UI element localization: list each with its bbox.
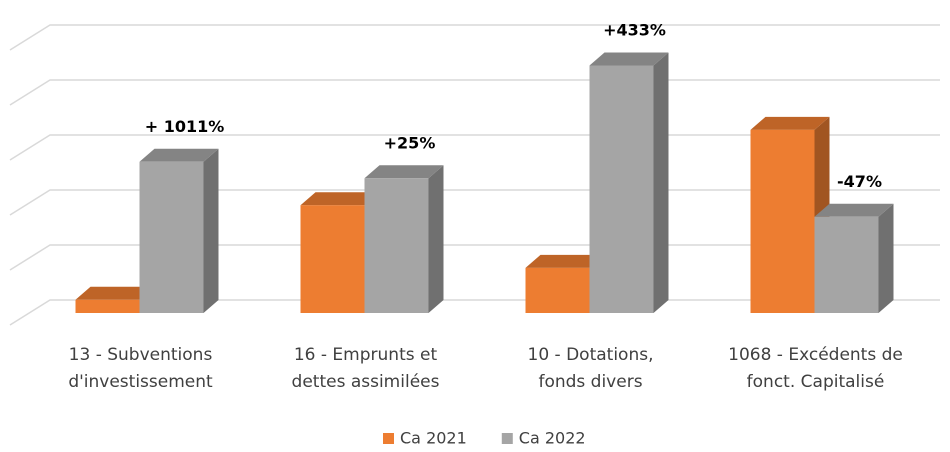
x-tick-label: 13 - Subventions d'investissement (68, 345, 213, 392)
grid-line (9, 79, 940, 106)
bar (300, 205, 365, 313)
bar (525, 267, 590, 313)
bar-top (750, 116, 830, 130)
annotation: +25% (384, 133, 436, 152)
bar (364, 178, 429, 313)
bar (750, 129, 815, 313)
bar-top (814, 203, 894, 217)
legend-label: Ca 2021 (400, 429, 467, 448)
annotation: -47% (837, 172, 882, 191)
bar-top (364, 165, 444, 179)
legend-label: Ca 2022 (519, 429, 586, 448)
legend-swatch (501, 433, 513, 444)
bar (589, 65, 654, 313)
x-tick-label: 10 - Dotations, fonds divers (527, 345, 654, 392)
bar-side (653, 52, 669, 313)
annotation: +433% (603, 21, 666, 40)
bar (139, 161, 204, 313)
bar-top (525, 254, 605, 268)
bar-top (300, 192, 380, 206)
bar-top (75, 286, 155, 300)
bar-side (428, 165, 444, 313)
legend-swatch (383, 433, 394, 444)
bar-top (139, 148, 219, 162)
bar-top (589, 52, 669, 66)
bar (814, 216, 879, 313)
bar-side (878, 203, 894, 313)
bar (75, 299, 140, 313)
x-tick-label: 16 - Emprunts et dettes assimilées (291, 345, 440, 392)
grid-line (9, 24, 940, 51)
x-tick-label: 1068 - Excédents de fonct. Capitalisé (728, 345, 903, 392)
bar-side (203, 148, 219, 313)
annotation: + 1011% (145, 117, 225, 136)
